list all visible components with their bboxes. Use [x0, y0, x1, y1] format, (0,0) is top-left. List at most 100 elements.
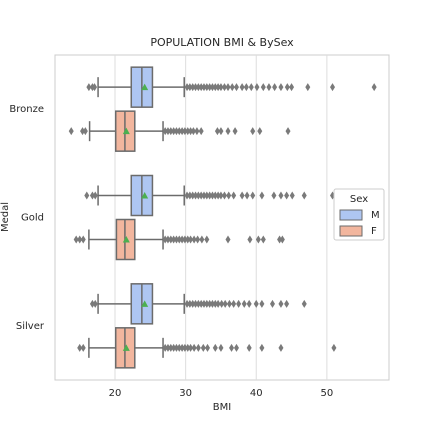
outlier — [260, 235, 266, 244]
outlier — [187, 191, 193, 200]
outlier — [207, 83, 213, 92]
outlier — [246, 343, 252, 352]
legend-label: F — [371, 226, 377, 237]
outlier — [289, 83, 295, 92]
outlier — [201, 299, 207, 308]
outlier — [272, 83, 278, 92]
outlier — [278, 191, 284, 200]
outlier — [231, 299, 237, 308]
y-axis-label: Medal — [0, 202, 11, 232]
outlier — [195, 343, 201, 352]
outlier — [289, 191, 295, 200]
mean-marker — [141, 192, 149, 199]
outlier — [190, 127, 196, 136]
outlier — [191, 235, 197, 244]
outlier — [173, 343, 179, 352]
outlier — [89, 191, 95, 200]
outlier — [218, 127, 224, 136]
outlier — [84, 191, 90, 200]
outlier — [171, 343, 177, 352]
grid — [114, 55, 328, 380]
outlier — [209, 83, 215, 92]
outlier — [259, 299, 265, 308]
legend-swatch — [339, 209, 363, 221]
outlier — [176, 343, 182, 352]
outlier — [259, 191, 265, 200]
outlier — [194, 127, 200, 136]
outlier — [193, 299, 199, 308]
mean-marker — [122, 344, 130, 351]
outlier — [195, 235, 201, 244]
outlier — [221, 83, 227, 92]
x-tick-label: 20 — [109, 388, 122, 399]
outlier — [278, 343, 284, 352]
outlier — [215, 83, 221, 92]
outlier — [77, 235, 83, 244]
outlier — [184, 83, 190, 92]
mean-marker — [122, 127, 130, 135]
outlier — [92, 83, 98, 92]
outlier — [215, 191, 221, 200]
outlier — [195, 191, 201, 200]
outlier — [214, 127, 220, 136]
outlier — [218, 83, 224, 92]
outlier — [182, 235, 188, 244]
outlier — [190, 299, 196, 308]
outlier — [184, 299, 190, 308]
outlier — [212, 83, 218, 92]
outlier — [229, 343, 235, 352]
outlier — [241, 299, 247, 308]
outlier — [218, 343, 224, 352]
outlier — [209, 299, 215, 308]
outlier — [89, 299, 95, 308]
outlier — [195, 83, 201, 92]
legend-swatch — [339, 225, 363, 237]
outlier — [269, 299, 275, 308]
legend-label: M — [371, 210, 380, 221]
outlier — [193, 83, 199, 92]
outlier — [173, 127, 179, 136]
outlier — [278, 299, 284, 308]
outlier — [219, 299, 225, 308]
outlier — [201, 191, 207, 200]
outlier — [190, 83, 196, 92]
outlier — [201, 83, 207, 92]
outlier — [225, 127, 231, 136]
outlier — [185, 235, 191, 244]
outlier — [212, 343, 218, 352]
outlier — [285, 127, 291, 136]
outlier — [305, 83, 311, 92]
outlier — [279, 235, 285, 244]
y-tick-label: Gold — [21, 213, 44, 224]
outlier — [168, 127, 174, 136]
outlier — [266, 83, 272, 92]
outlier — [212, 299, 218, 308]
outlier — [171, 127, 177, 136]
outlier — [162, 127, 168, 136]
outlier — [185, 343, 191, 352]
outlier — [171, 235, 177, 244]
outlier — [248, 83, 254, 92]
outlier — [204, 235, 210, 244]
outlier — [254, 83, 260, 92]
x-tick-label: 50 — [320, 388, 333, 399]
outlier — [250, 127, 256, 136]
outlier — [222, 299, 228, 308]
outlier — [187, 83, 193, 92]
y-tick-label: Silver — [16, 321, 45, 332]
outlier — [168, 343, 174, 352]
outlier — [191, 343, 197, 352]
outlier — [278, 83, 284, 92]
outlier — [253, 299, 259, 308]
outlier — [162, 235, 168, 244]
outlier — [260, 83, 266, 92]
outlier — [229, 83, 235, 92]
outlier — [179, 343, 185, 352]
outlier — [198, 83, 204, 92]
outlier — [200, 343, 206, 352]
outlier — [239, 83, 245, 92]
outlier — [198, 191, 204, 200]
outlier — [179, 235, 185, 244]
outlier — [209, 191, 215, 200]
outlier — [204, 83, 210, 92]
